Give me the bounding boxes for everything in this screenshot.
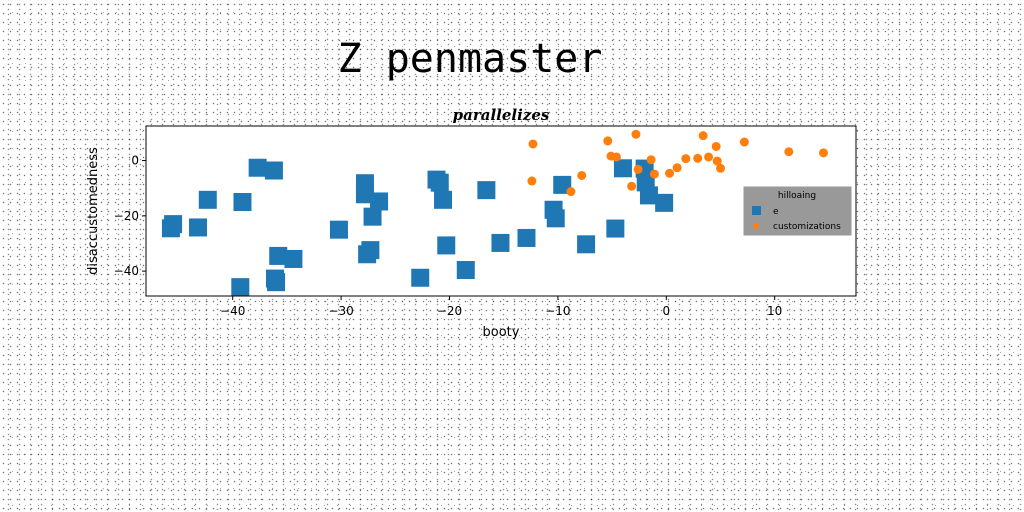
- point-customizations-14: [681, 154, 691, 164]
- point-e-10: [269, 246, 288, 265]
- x-tick-label--10: −10: [545, 304, 570, 318]
- point-customizations-6: [611, 152, 621, 162]
- legend-label-customizations: customizations: [773, 222, 841, 232]
- point-e-27: [517, 228, 536, 247]
- point-customizations-7: [627, 181, 637, 191]
- x-tick-label-10: 10: [767, 304, 782, 318]
- point-e-21: [430, 173, 449, 192]
- plot-frame: [145, 125, 857, 297]
- chart-title: parallelizes: [453, 106, 550, 124]
- y-tick-label-0: 0: [131, 154, 139, 168]
- point-customizations-4: [603, 136, 613, 146]
- point-customizations-19: [712, 156, 722, 166]
- point-e-1: [164, 215, 183, 234]
- point-customizations-9: [633, 164, 643, 174]
- point-customizations-21: [739, 137, 749, 147]
- y-tick-label--40: −40: [114, 264, 139, 278]
- point-e-16: [363, 207, 382, 226]
- point-e-37: [655, 193, 674, 212]
- point-customizations-13: [672, 163, 682, 173]
- x-axis-label: booty: [483, 325, 520, 340]
- point-e-23: [437, 236, 456, 255]
- legend-box: [743, 186, 852, 236]
- point-e-5: [248, 158, 267, 177]
- point-customizations-20: [716, 163, 726, 173]
- point-customizations-15: [693, 153, 703, 163]
- legend-title: hilloaing: [778, 191, 816, 201]
- point-e-19: [411, 268, 430, 287]
- point-e-2: [198, 190, 217, 209]
- legend-marker-e: [752, 206, 761, 215]
- point-e-24: [456, 261, 475, 280]
- point-e-3: [189, 218, 208, 237]
- point-e-14: [355, 185, 374, 204]
- point-e-22: [434, 190, 453, 209]
- point-e-4: [233, 193, 252, 212]
- point-customizations-11: [649, 169, 659, 179]
- page-title: Z penmaster: [337, 36, 603, 82]
- point-e-31: [577, 235, 596, 254]
- point-e-26: [491, 233, 510, 252]
- point-customizations-12: [665, 168, 675, 178]
- point-e-33: [613, 159, 632, 178]
- point-e-12: [329, 220, 348, 239]
- legend-label-e: e: [773, 207, 779, 217]
- point-customizations-22: [784, 147, 794, 157]
- point-customizations-16: [698, 131, 708, 141]
- legend-marker-customizations: [753, 223, 759, 229]
- plot-area: [146, 126, 856, 296]
- point-customizations-1: [527, 176, 537, 186]
- point-e-11: [284, 249, 303, 268]
- point-customizations-17: [704, 152, 714, 162]
- y-tick-label--20: −20: [114, 209, 139, 223]
- point-customizations-3: [577, 170, 587, 180]
- legend: hilloaing e customizations: [743, 186, 852, 236]
- point-e-25: [477, 181, 496, 200]
- point-e-18: [358, 245, 377, 264]
- point-customizations-8: [631, 129, 641, 139]
- point-customizations-10: [646, 155, 656, 165]
- x-tick-label--40: −40: [220, 304, 245, 318]
- x-tick-label--20: −20: [437, 304, 462, 318]
- point-e-7: [231, 278, 250, 297]
- point-e-15: [370, 192, 389, 211]
- point-e-32: [606, 219, 625, 238]
- point-customizations-2: [566, 187, 576, 197]
- x-tick-label-0: 0: [662, 304, 670, 318]
- point-e-9: [267, 273, 286, 292]
- x-tick-label--30: −30: [328, 304, 353, 318]
- point-customizations-18: [711, 141, 721, 151]
- point-customizations-23: [818, 148, 828, 158]
- point-e-29: [546, 209, 565, 228]
- point-customizations-0: [528, 139, 538, 149]
- y-axis-label: disaccustomedness: [86, 147, 101, 275]
- point-e-36: [639, 186, 658, 205]
- point-e-30: [553, 175, 572, 194]
- point-e-6: [264, 161, 283, 180]
